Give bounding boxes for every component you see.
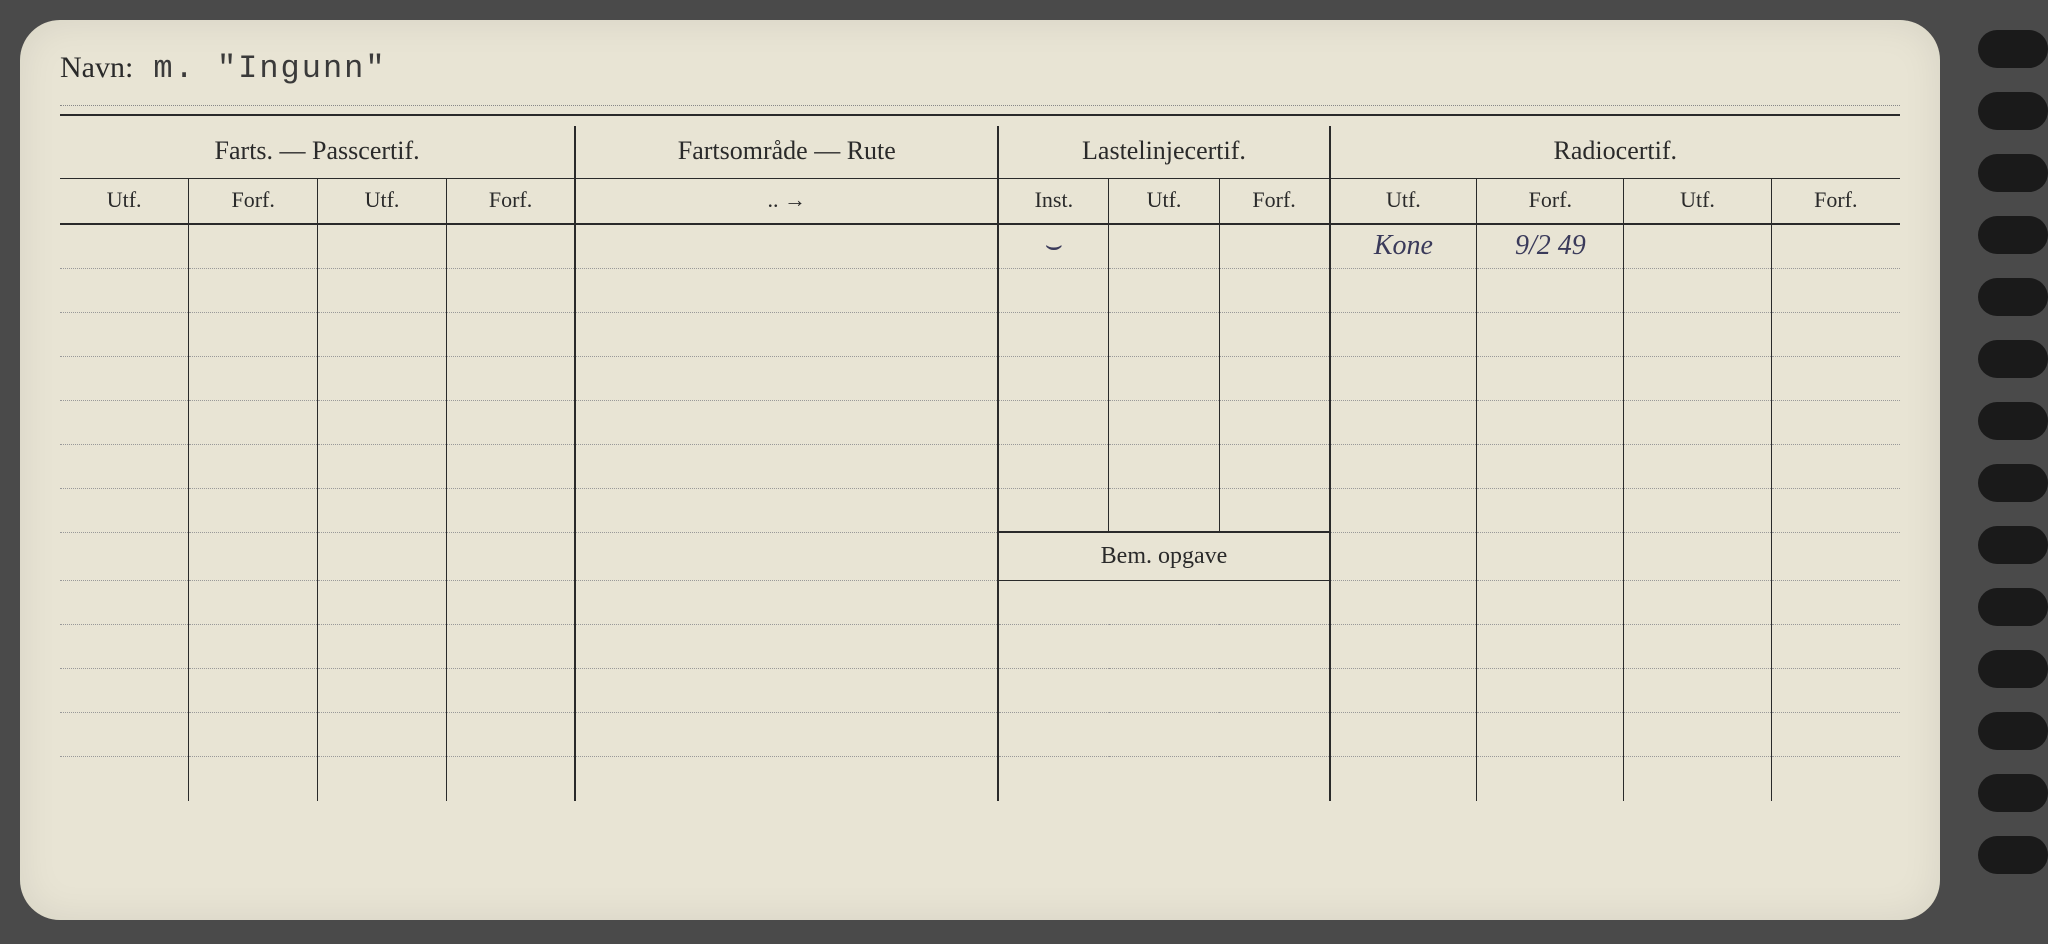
inst-mark: ⌣ — [998, 224, 1108, 268]
col-utf: Utf. — [318, 179, 447, 225]
col-forf: Forf. — [1477, 179, 1624, 225]
binder-hole — [1978, 402, 2048, 440]
section-header-row: Farts. — Passcertif. Fartsområde — Rute … — [60, 126, 1900, 179]
col-utf: Utf. — [1109, 179, 1219, 225]
binder-hole — [1978, 278, 2048, 316]
table-row — [60, 312, 1900, 356]
binder-hole — [1978, 154, 2048, 192]
table-row — [60, 444, 1900, 488]
binder-hole — [1978, 650, 2048, 688]
binder-hole — [1978, 340, 2048, 378]
table-row — [60, 356, 1900, 400]
binder-hole — [1978, 712, 2048, 750]
binder-hole — [1978, 774, 2048, 812]
binder-hole — [1978, 526, 2048, 564]
radio-forf-entry: 9/2 49 — [1477, 224, 1624, 268]
name-label: Navn: — [60, 51, 133, 85]
section-radio: Radiocertif. — [1330, 126, 1900, 179]
top-rule — [60, 114, 1900, 116]
col-forf: Forf. — [446, 179, 575, 225]
col-forf: Forf. — [1771, 179, 1900, 225]
section-farts-pass: Farts. — Passcertif. — [60, 126, 575, 179]
binder-hole — [1978, 30, 2048, 68]
table-row — [60, 581, 1900, 625]
name-row: Navn: m. "Ingunn" — [60, 50, 1900, 106]
col-inst: Inst. — [998, 179, 1108, 225]
col-utf: Utf. — [60, 179, 189, 225]
binder-hole — [1978, 464, 2048, 502]
table-row: ⌣ Kone 9/2 49 — [60, 224, 1900, 268]
section-fartsomrade: Fartsområde — Rute — [575, 126, 998, 179]
table-row — [60, 488, 1900, 532]
binder-hole — [1978, 216, 2048, 254]
table-row — [60, 625, 1900, 669]
binder-hole — [1978, 836, 2048, 874]
col-forf: Forf. — [189, 179, 318, 225]
rute-marks: .. → — [575, 179, 998, 225]
table-row — [60, 669, 1900, 713]
col-forf: Forf. — [1219, 179, 1329, 225]
binder-hole — [1978, 92, 2048, 130]
certificate-table: Farts. — Passcertif. Fartsområde — Rute … — [60, 126, 1900, 801]
index-card: Navn: m. "Ingunn" Farts. — Passcertif. F… — [20, 20, 1940, 920]
name-value: m. "Ingunn" — [153, 50, 386, 87]
radio-utf-entry: Kone — [1330, 224, 1477, 268]
column-header-row: Utf. Forf. Utf. Forf. .. → Inst. Utf. Fo… — [60, 179, 1900, 225]
table-row — [60, 268, 1900, 312]
table-row — [60, 713, 1900, 757]
table-row — [60, 400, 1900, 444]
bem-row: Bem. opgave — [60, 532, 1900, 581]
col-utf: Utf. — [1624, 179, 1771, 225]
section-lastelinje: Lastelinjecertif. — [998, 126, 1329, 179]
col-utf: Utf. — [1330, 179, 1477, 225]
table-row — [60, 757, 1900, 801]
binder-holes — [1958, 30, 2048, 910]
bem-label: Bem. opgave — [998, 532, 1329, 581]
binder-hole — [1978, 588, 2048, 626]
